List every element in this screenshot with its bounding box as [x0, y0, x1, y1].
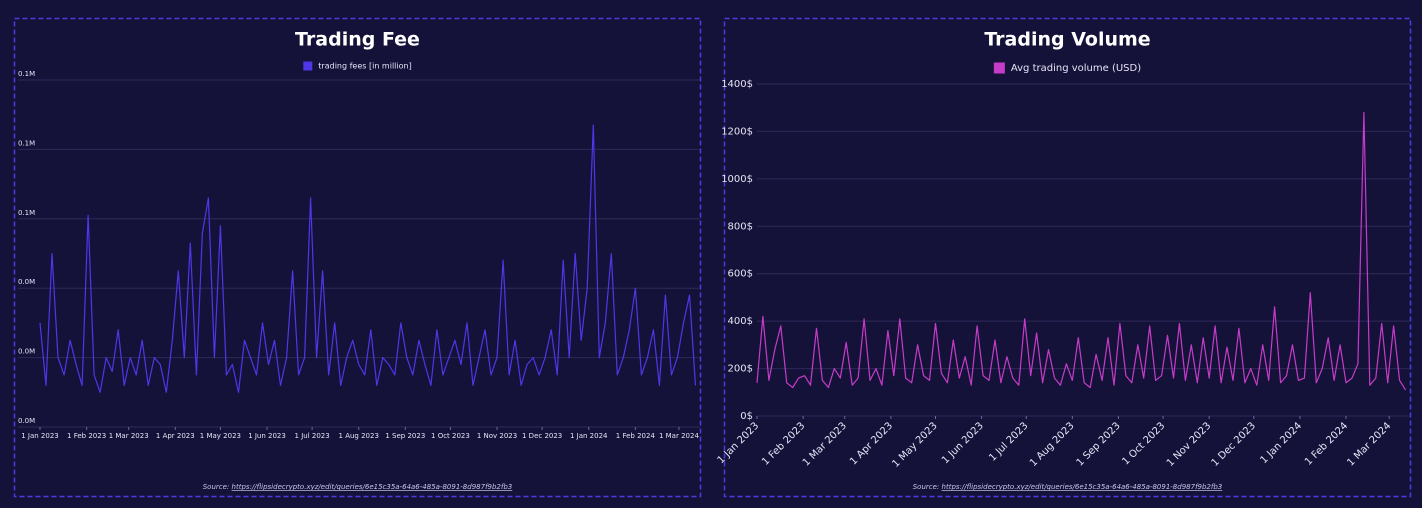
y-tick-label: 0.1M: [18, 70, 35, 78]
x-tick-label: 1 Mar 2024: [1345, 420, 1393, 468]
y-tick-label: 0$: [740, 411, 753, 422]
x-tick-label: 1 Dec 2023: [522, 432, 562, 440]
x-tick-label: 1 Nov 2023: [1165, 420, 1214, 469]
y-tick-label: 200$: [728, 364, 753, 375]
source-link[interactable]: https://flipsidecrypto.xyz/edit/queries/…: [232, 483, 513, 491]
legend-swatch: [303, 61, 313, 71]
legend-item: trading fees [in million]: [303, 61, 412, 71]
x-tick-label: 1 Sep 2023: [385, 432, 425, 440]
x-tick-label: 1 May 2023: [200, 432, 241, 440]
source: Source: https://flipsidecrypto.xyz/edit/…: [203, 483, 513, 491]
x-tick-label: 1 Jul 2023: [295, 432, 330, 440]
x-tick-label: 1 Mar 2024: [659, 432, 699, 440]
chart-title: Trading Fee: [295, 29, 420, 51]
y-tick-label: 600$: [728, 269, 753, 280]
x-tick-label: 1 Jan 2024: [1258, 420, 1304, 466]
x-tick-label: 1 Jun 2023: [248, 432, 286, 440]
data-line: [39, 124, 697, 393]
x-tick-label: 1 Mar 2023: [109, 432, 149, 440]
y-tick-label: 0.0M: [18, 278, 35, 286]
x-tick-label: 1 May 2023: [890, 420, 939, 469]
x-tick-label: 1 Jul 2023: [987, 420, 1030, 463]
legend-swatch: [993, 62, 1005, 74]
x-tick-label: 1 Feb 2023: [67, 432, 106, 440]
y-tick-label: 0.1M: [18, 139, 35, 147]
panel-border: [723, 17, 1412, 498]
x-tick-label: 1 Feb 2024: [616, 432, 656, 440]
x-tick-label: 1 Mar 2023: [801, 420, 849, 468]
x-tick-label: 1 Jun 2023: [940, 420, 986, 466]
x-tick-label: 1 Nov 2023: [477, 432, 517, 440]
y-tick-label: 800$: [728, 221, 753, 232]
x-tick-label: 1 Jan 2023: [716, 420, 762, 466]
data-line: [756, 111, 1407, 391]
x-tick-label: 1 Dec 2023: [1210, 420, 1258, 468]
y-tick-label: 0.1M: [18, 209, 35, 217]
legend-text: Avg trading volume (USD): [1011, 63, 1141, 74]
x-tick-label: 1 Sep 2023: [1075, 420, 1123, 468]
x-tick-label: 1 Jan 2024: [570, 432, 608, 440]
y-tick-label: 400$: [728, 316, 753, 327]
y-tick-label: 1200$: [721, 126, 753, 137]
x-tick-label: 1 Apr 2023: [156, 432, 195, 440]
y-tick-label: 1400$: [721, 79, 753, 90]
source-label: Source:: [913, 483, 940, 491]
x-tick-label: 1 Oct 2023: [1120, 420, 1167, 467]
legend-text: trading fees [in million]: [318, 62, 411, 71]
source-link[interactable]: https://flipsidecrypto.xyz/edit/queries/…: [942, 483, 1223, 491]
x-tick-label: 1 Aug 2023: [1028, 420, 1077, 469]
y-tick-label: 1000$: [721, 174, 753, 185]
legend-item: Avg trading volume (USD): [993, 62, 1141, 74]
source: Source: https://flipsidecrypto.xyz/edit/…: [913, 483, 1223, 491]
y-tick-label: 0.0M: [18, 417, 35, 425]
panel-border: [13, 17, 702, 498]
chart-title: Trading Volume: [984, 29, 1150, 51]
x-tick-label: 1 Feb 2024: [1303, 420, 1350, 467]
x-tick-label: 1 Oct 2023: [431, 432, 470, 440]
x-tick-label: 1 Aug 2023: [339, 432, 379, 440]
x-tick-label: 1 Jan 2023: [21, 432, 59, 440]
x-tick-label: 1 Apr 2023: [848, 420, 895, 467]
y-tick-label: 0.0M: [18, 348, 35, 356]
source-label: Source:: [203, 483, 230, 491]
